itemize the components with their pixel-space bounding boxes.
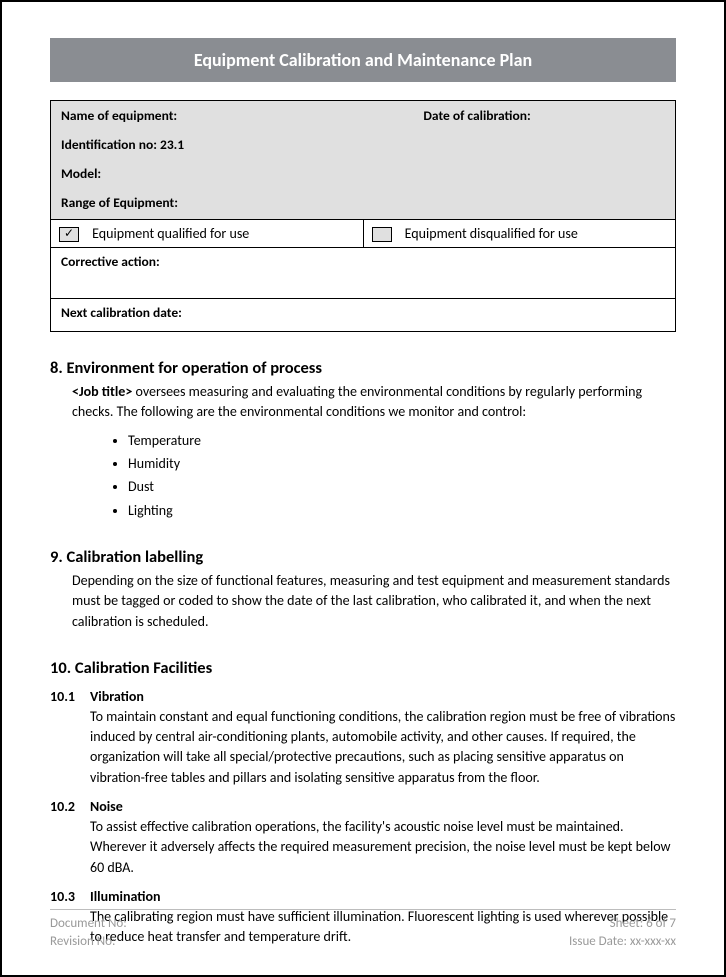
- sub-title-text: Vibration: [90, 688, 144, 705]
- sub-num: 10.2: [50, 798, 90, 815]
- section-9-title: 9. Calibration labelling: [50, 547, 676, 567]
- revision-no: Revision No:: [50, 933, 127, 951]
- list-item: Lighting: [128, 501, 676, 521]
- section-10: 10. Calibration Facilities 10.1 Vibratio…: [50, 658, 676, 948]
- sub-num: 10.1: [50, 688, 90, 705]
- section-10-title: 10. Calibration Facilities: [50, 658, 676, 678]
- page-border: Equipment Calibration and Maintenance Pl…: [0, 0, 726, 977]
- document-title: Equipment Calibration and Maintenance Pl…: [194, 49, 532, 71]
- sub-title-text: Illumination: [90, 888, 160, 905]
- sub-num: 10.3: [50, 888, 90, 905]
- form-header-row: Name of equipment: Identification no: 23…: [51, 101, 676, 220]
- section-8-title: 8. Environment for operation of process: [50, 358, 676, 378]
- qualified-checkbox[interactable]: ✓: [59, 227, 79, 242]
- next-calibration-row: Next calibration date:: [51, 299, 676, 332]
- next-label: Next calibration date:: [61, 304, 182, 321]
- page-content: Equipment Calibration and Maintenance Pl…: [16, 18, 710, 959]
- equipment-form-table: Name of equipment: Identification no: 23…: [50, 100, 676, 332]
- date-label: Date of calibration:: [423, 107, 665, 124]
- list-item: Dust: [128, 477, 676, 497]
- corrective-row: Corrective action:: [51, 248, 676, 299]
- subsection-10-2: 10.2 Noise To assist effective calibrati…: [50, 798, 676, 878]
- section-9: 9. Calibration labelling Depending on th…: [50, 547, 676, 632]
- qualification-row: ✓ Equipment qualified for use Equipment …: [51, 220, 676, 248]
- corrective-label: Corrective action:: [61, 253, 160, 270]
- environment-list: Temperature Humidity Dust Lighting: [72, 431, 676, 521]
- job-title-placeholder: <Job title>: [72, 383, 132, 400]
- range-label: Range of Equipment:: [61, 194, 423, 211]
- qualified-label: Equipment qualified for use: [92, 225, 249, 242]
- sub-title-text: Noise: [90, 798, 123, 815]
- section-8-body: <Job title> oversees measuring and evalu…: [50, 382, 676, 521]
- model-label: Model:: [61, 165, 423, 182]
- subsection-10-1: 10.1 Vibration To maintain constant and …: [50, 688, 676, 788]
- sub-body: To assist effective calibration operatio…: [50, 817, 676, 878]
- list-item: Temperature: [128, 431, 676, 451]
- name-label: Name of equipment:: [61, 107, 423, 124]
- sub-body: To maintain constant and equal functioni…: [50, 707, 676, 788]
- sheet-number: Sheet: 6 of 7: [569, 915, 676, 933]
- disqualified-checkbox[interactable]: [372, 227, 392, 242]
- section-9-body: Depending on the size of functional feat…: [50, 571, 676, 632]
- list-item: Humidity: [128, 454, 676, 474]
- section-8: 8. Environment for operation of process …: [50, 358, 676, 521]
- id-label: Identification no: 23.1: [61, 136, 423, 153]
- section-8-text: oversees measuring and evaluating the en…: [72, 383, 642, 420]
- page-footer: Document No: Revision No: Sheet: 6 of 7 …: [50, 909, 676, 951]
- issue-date: Issue Date: xx-xxx-xx: [569, 933, 676, 951]
- document-title-bar: Equipment Calibration and Maintenance Pl…: [50, 38, 676, 82]
- document-no: Document No:: [50, 915, 127, 933]
- disqualified-label: Equipment disqualified for use: [405, 225, 578, 242]
